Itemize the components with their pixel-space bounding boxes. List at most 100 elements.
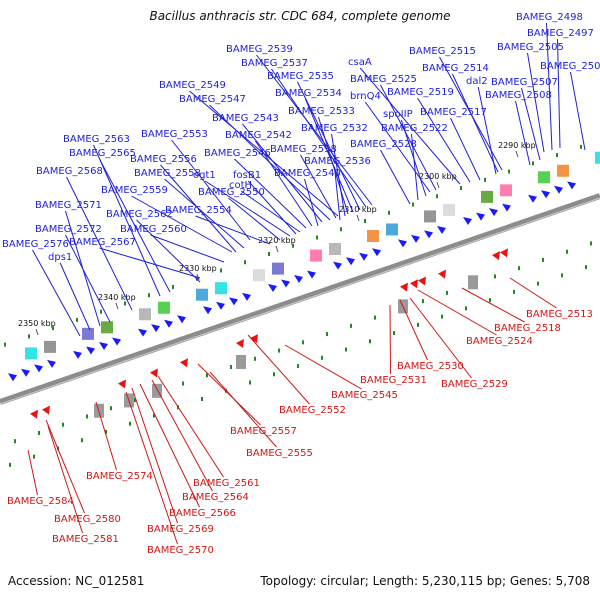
forward-gene-arrow xyxy=(242,292,251,301)
forward-gene-label: BAMEG_2508 xyxy=(485,90,552,101)
forward-gene-arrow xyxy=(203,306,212,315)
feature-dot xyxy=(590,241,592,246)
forward-gene-arrow xyxy=(8,373,17,382)
forward-gene-label: BAMEG_2546 xyxy=(204,148,271,159)
forward-gene-connector xyxy=(164,178,245,249)
feature-dot xyxy=(532,161,534,166)
feature-dot xyxy=(278,348,280,353)
feature-dot xyxy=(244,260,246,265)
forward-gene-connector xyxy=(66,176,133,311)
reverse-gene-connector xyxy=(509,277,557,309)
forward-gene-label: spoIIP xyxy=(383,109,413,120)
forward-gene-arrow xyxy=(268,283,277,292)
scale-tick-label: 2330 kbp xyxy=(179,264,217,273)
feature-dot xyxy=(206,373,208,378)
scale-tick xyxy=(35,328,39,336)
forward-gene-connector xyxy=(515,100,531,166)
feature-dot xyxy=(148,293,150,298)
forward-gene-connector xyxy=(271,68,367,208)
reverse-gene-connector xyxy=(139,383,200,508)
reverse-gene-label: BAMEG_2561 xyxy=(193,478,260,489)
feature-box xyxy=(82,327,94,340)
forward-gene-label: BAMEG_2525 xyxy=(350,74,417,85)
forward-gene-connector xyxy=(318,116,349,215)
forward-gene-connector xyxy=(334,166,341,221)
forward-gene-connector xyxy=(331,133,346,217)
reverse-gene-connector xyxy=(131,387,178,524)
reverse-gene-connector xyxy=(197,363,261,426)
forward-gene-connector xyxy=(527,52,545,153)
forward-gene-label: fosB1 xyxy=(233,170,261,181)
forward-gene-connector xyxy=(380,149,411,205)
forward-gene-arrow xyxy=(216,301,225,310)
feature-dot xyxy=(364,219,366,224)
forward-gene-arrow xyxy=(21,368,30,377)
forward-gene-label: BAMEG_2522 xyxy=(381,123,448,134)
feature-box xyxy=(443,203,455,216)
forward-gene-connector xyxy=(411,133,419,201)
reverse-gene-arrow xyxy=(236,338,244,348)
forward-gene-label: ogt1 xyxy=(193,170,216,181)
feature-dot xyxy=(460,186,462,191)
feature-box xyxy=(253,269,265,282)
reverse-gene-arrow xyxy=(42,405,50,415)
feature-dot xyxy=(292,243,294,248)
reverse-gene-label: BAMEG_2552 xyxy=(279,405,346,416)
forward-gene-label: BAMEG_2568 xyxy=(36,166,103,177)
forward-gene-label: BAMEG_2501 xyxy=(540,61,600,72)
scale-tick-label: 2350 kbp xyxy=(18,319,56,328)
forward-gene-label: BAMEG_2563 xyxy=(63,134,130,145)
forward-gene-label: BAMEG_2567 xyxy=(69,237,136,248)
reverse-gene-label: BAMEG_2564 xyxy=(182,492,249,503)
feature-box xyxy=(595,151,600,164)
forward-gene-connector xyxy=(570,71,586,151)
reverse-gene-connector xyxy=(247,334,310,405)
forward-gene-label: BAMEG_2556 xyxy=(130,154,197,165)
forward-gene-label: BAMEG_2536 xyxy=(304,156,371,167)
reverse-gene-label: BAMEG_2513 xyxy=(526,309,593,320)
forward-gene-connector xyxy=(452,73,499,173)
forward-gene-label: BAMEG_2553 xyxy=(141,129,208,140)
forward-gene-connector xyxy=(300,154,337,219)
feature-dot xyxy=(220,268,222,273)
forward-gene-label: BAMEG_2539 xyxy=(226,44,293,55)
feature-dot xyxy=(561,273,563,278)
feature-dot xyxy=(350,323,352,328)
forward-gene-arrow xyxy=(398,239,407,248)
feature-dot xyxy=(105,429,107,434)
forward-gene-connector xyxy=(59,262,91,331)
scale-tick-label: 2340 kbp xyxy=(98,293,136,302)
feature-dot xyxy=(585,265,587,270)
reverse-gene-label: BAMEG_2584 xyxy=(7,496,74,507)
feature-dot xyxy=(254,356,256,361)
forward-gene-label: brnQ4 xyxy=(350,91,381,102)
feature-dot xyxy=(182,381,184,386)
forward-gene-label: BAMEG_2532 xyxy=(301,123,368,134)
feature-box xyxy=(25,347,37,360)
feature-dot xyxy=(28,334,30,339)
feature-dot xyxy=(86,414,88,419)
reverse-gene-connector xyxy=(409,297,472,379)
forward-gene-label: BAMEG_2550 xyxy=(198,187,265,198)
forward-gene-arrow xyxy=(502,203,511,212)
feature-dot xyxy=(441,314,443,319)
reverse-gene-label: BAMEG_2581 xyxy=(52,534,119,545)
forward-gene-arrow xyxy=(372,248,381,257)
forward-gene-arrow xyxy=(307,270,316,279)
scale-tick xyxy=(275,245,279,253)
feature-dot xyxy=(110,406,112,411)
feature-dot xyxy=(134,397,136,402)
forward-gene-label: BAMEG_2549 xyxy=(159,80,226,91)
forward-gene-arrow xyxy=(229,297,238,306)
feature-dot xyxy=(537,281,539,286)
forward-gene-arrow xyxy=(281,279,290,288)
reverse-gene-label: BAMEG_2529 xyxy=(441,379,508,390)
feature-dot xyxy=(566,249,568,254)
forward-gene-arrow xyxy=(476,212,485,221)
feature-dot xyxy=(302,340,304,345)
feature-box xyxy=(468,275,478,290)
reverse-gene-label: BAMEG_2580 xyxy=(54,514,121,525)
forward-gene-label: BAMEG_2517 xyxy=(420,107,487,118)
forward-gene-label: BAMEG_2507 xyxy=(491,77,558,88)
feature-box xyxy=(44,340,56,353)
